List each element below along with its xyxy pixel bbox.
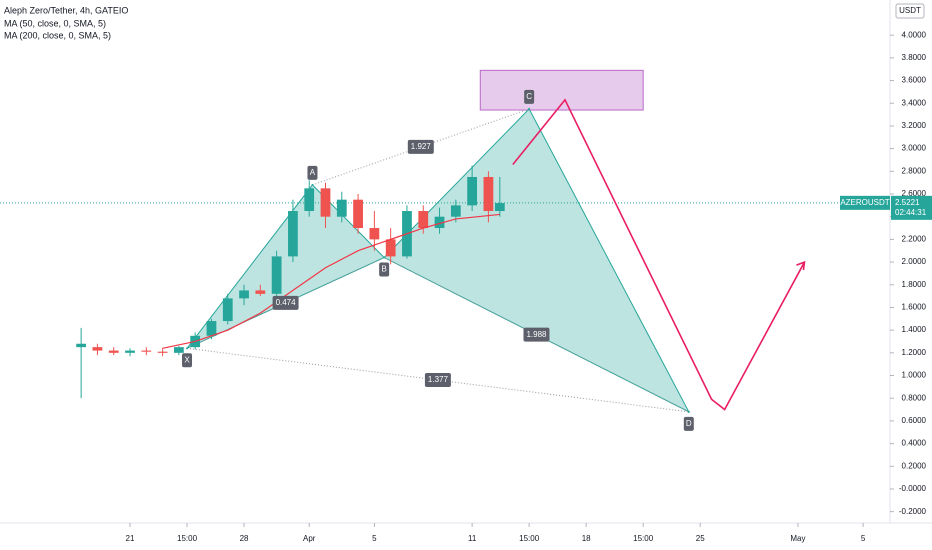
candle-body — [141, 350, 152, 352]
y-tick-label: 3.0000 — [902, 144, 927, 153]
point-box — [307, 165, 318, 180]
candle-body — [336, 199, 347, 217]
candle-body — [418, 211, 429, 229]
y-tick-label: 3.6000 — [902, 76, 927, 85]
candle-body — [108, 350, 119, 353]
point-label: X — [184, 355, 190, 364]
y-tick-label: 1.4000 — [902, 325, 927, 334]
x-tick-label: Apr — [303, 534, 316, 543]
y-tick-label: 3.2000 — [902, 121, 927, 130]
candle-body — [369, 228, 380, 240]
point-box — [379, 262, 390, 277]
x-tick-label: May — [790, 534, 805, 543]
currency-box[interactable] — [895, 3, 925, 19]
symbol-box — [840, 195, 890, 210]
y-tick-label: 2.6000 — [902, 189, 927, 198]
y-tick-label: 2.8000 — [902, 166, 927, 175]
y-tick-label: -0.2000 — [899, 507, 927, 516]
candle-body — [173, 347, 184, 353]
candle-body — [125, 350, 135, 353]
pattern-point — [383, 256, 386, 259]
y-tick-label: 4.0000 — [902, 30, 927, 39]
y-tick-label: 0.4000 — [902, 439, 927, 448]
y-tick-label: 2.2000 — [902, 234, 927, 243]
y-tick-label: 3.8000 — [902, 53, 927, 62]
candle-body — [92, 347, 103, 351]
indicator-label: MA (200, close, 0, SMA, 5) — [4, 30, 111, 40]
point-label: A — [310, 168, 316, 177]
x-tick-label: 15:00 — [177, 534, 198, 543]
y-tick-label: 2.0000 — [902, 257, 927, 266]
candle-body — [467, 176, 478, 206]
x-tick-label: 18 — [582, 534, 591, 543]
candle-body — [353, 199, 363, 229]
point-label: D — [686, 419, 692, 428]
y-tick-label: 0.8000 — [902, 393, 927, 402]
pattern-point — [687, 410, 690, 413]
projection-path — [512, 98, 806, 411]
y-tick-label: 1.0000 — [902, 371, 927, 380]
pattern-point — [311, 183, 314, 186]
indicator-label: MA (50, close, 0, SMA, 5) — [4, 18, 106, 28]
ratio-box — [272, 295, 299, 310]
candle-body — [288, 211, 298, 257]
candle-body — [304, 188, 315, 212]
candle-body — [385, 239, 396, 257]
y-tick-label: 1.2000 — [902, 348, 927, 357]
countdown-label: 02:44:31 — [895, 208, 927, 217]
x-tick-label: 21 — [126, 534, 135, 543]
currency-label[interactable]: USDT — [899, 6, 921, 15]
x-tick-label: 5 — [372, 534, 377, 543]
pattern-point — [186, 347, 189, 350]
point-label: C — [526, 92, 532, 101]
x-tick-label: 5 — [861, 534, 866, 543]
candle-body — [434, 216, 445, 229]
chart-title: Aleph Zero/Tether, 4h, GATEIO — [4, 5, 128, 15]
y-tick-label: 0.6000 — [902, 416, 927, 425]
candle-body — [239, 290, 249, 299]
price-box — [891, 195, 932, 220]
point-label: B — [381, 265, 386, 274]
candle-body — [157, 351, 168, 353]
pattern-point — [528, 107, 531, 110]
x-tick-label: 15:00 — [519, 534, 540, 543]
candle-body — [494, 203, 505, 212]
point-box — [683, 416, 694, 431]
candle-body — [76, 343, 87, 348]
y-tick-label: 3.4000 — [902, 98, 927, 107]
y-tick-label: 1.8000 — [902, 280, 927, 289]
x-tick-label: 15:00 — [633, 534, 654, 543]
x-tick-label: 28 — [240, 534, 249, 543]
y-tick-label: 0.2000 — [902, 461, 927, 470]
ratio-box — [424, 373, 451, 388]
y-tick-label: -0.0000 — [899, 484, 927, 493]
ratio-label: 0.474 — [276, 298, 297, 307]
projection-arrowhead — [796, 260, 806, 271]
candle-body — [206, 321, 217, 336]
candle-body — [222, 298, 233, 322]
y-tick-label: 1.6000 — [902, 303, 927, 312]
candle-body — [255, 290, 266, 294]
symbol-label: AZEROUSDT — [840, 198, 889, 207]
point-box — [182, 353, 193, 368]
ratio-box — [523, 327, 550, 342]
ratio-label: 1.927 — [411, 142, 432, 151]
candle-body — [450, 205, 461, 217]
point-box — [524, 89, 535, 104]
ratio-label: 1.377 — [428, 375, 449, 384]
ratio-label: 1.988 — [526, 330, 547, 339]
candle-body — [320, 188, 331, 217]
last-price-label: 2.5221 — [895, 198, 920, 207]
ratio-box — [407, 139, 434, 154]
x-tick-label: 11 — [468, 534, 477, 543]
moving-average — [162, 213, 500, 349]
x-tick-label: 25 — [696, 534, 705, 543]
candle-body — [483, 176, 494, 212]
candle-body — [271, 256, 282, 294]
